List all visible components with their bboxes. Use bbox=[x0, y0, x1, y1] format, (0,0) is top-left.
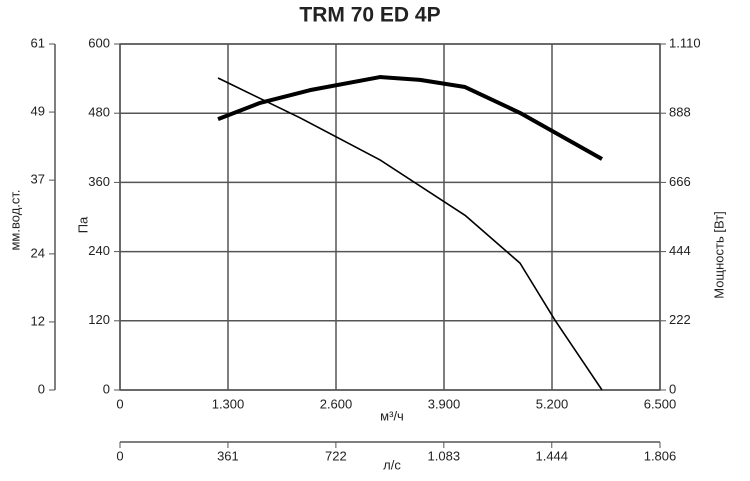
x-tick-label: 5.200 bbox=[536, 396, 569, 411]
x2-axis-label: л/с bbox=[383, 457, 401, 472]
y3-tick-label: 24 bbox=[31, 245, 45, 260]
y2-tick-label: 0 bbox=[669, 381, 676, 396]
x2-tick-label: 1.444 bbox=[535, 448, 568, 463]
x2-tick-label: 0 bbox=[116, 448, 123, 463]
y3-tick-label: 37 bbox=[31, 172, 45, 187]
x-tick-label: 3.900 bbox=[428, 396, 461, 411]
x2-tick-label: 361 bbox=[217, 448, 239, 463]
y-tick-label: 600 bbox=[88, 35, 110, 50]
x2-tick-label: 722 bbox=[325, 448, 347, 463]
y2-tick-label: 444 bbox=[669, 243, 691, 258]
chart-title: TRM 70 ED 4P bbox=[299, 4, 440, 27]
curve bbox=[217, 75, 603, 161]
y3-axis-label: мм.вод.ст. bbox=[7, 189, 22, 250]
x-tick-label: 6.500 bbox=[644, 396, 677, 411]
y2-tick-label: 666 bbox=[669, 174, 691, 189]
curve bbox=[217, 77, 603, 391]
y-tick-label: 240 bbox=[88, 243, 110, 258]
x-tick-label: 1.300 bbox=[212, 396, 245, 411]
y2-axis-label: Мощность [Вт] bbox=[711, 211, 726, 299]
y3-tick-label: 49 bbox=[31, 104, 45, 119]
x-axis-label: м³/ч bbox=[380, 408, 404, 423]
y-axis-label: Па bbox=[75, 216, 90, 233]
y3-tick-label: 12 bbox=[31, 313, 45, 328]
y-tick-label: 360 bbox=[88, 174, 110, 189]
x-tick-label: 0 bbox=[116, 396, 123, 411]
y2-tick-label: 888 bbox=[669, 105, 691, 120]
y3-tick-label: 61 bbox=[31, 35, 45, 50]
y2-tick-label: 1.110 bbox=[669, 35, 701, 50]
y2-tick-label: 222 bbox=[669, 312, 691, 327]
plot-area bbox=[119, 43, 661, 391]
y-tick-label: 480 bbox=[88, 105, 110, 120]
y3-tick-label: 0 bbox=[38, 381, 45, 396]
y-tick-label: 0 bbox=[103, 381, 110, 396]
x2-tick-label: 1.083 bbox=[428, 448, 461, 463]
y-tick-label: 120 bbox=[88, 312, 110, 327]
x-tick-label: 2.600 bbox=[320, 396, 353, 411]
x2-tick-label: 1.806 bbox=[644, 448, 677, 463]
